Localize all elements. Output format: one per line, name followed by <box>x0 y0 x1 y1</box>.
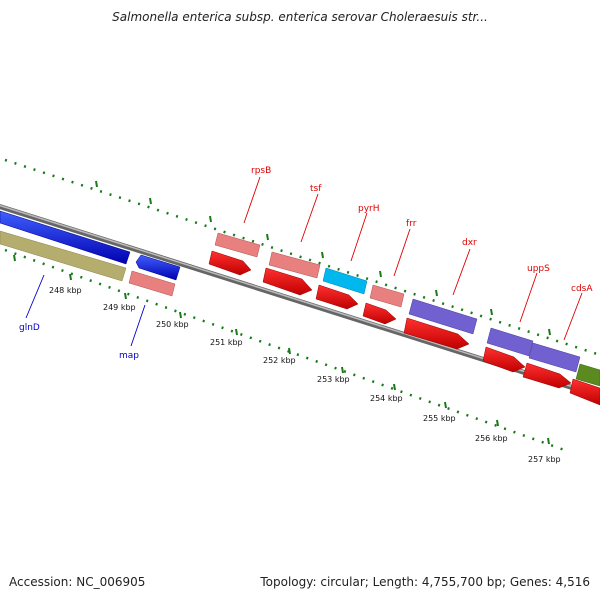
gene-labels: glnD map rpsB tsf pyrH frr dxr uppS cdsA <box>19 166 593 361</box>
dxr-cds-arrow[interactable] <box>403 317 470 350</box>
tick-label-252: 252 kbp <box>263 356 296 365</box>
tick-label-249: 249 kbp <box>103 303 136 312</box>
tick-label-254: 254 kbp <box>370 394 403 403</box>
gene-leader-lines <box>25 176 583 347</box>
tick-label-251: 251 kbp <box>210 338 243 347</box>
gene-label-map[interactable]: map <box>119 351 139 361</box>
dxr-purple-feature[interactable] <box>408 298 478 335</box>
tick-label-257: 257 kbp <box>528 455 561 464</box>
frr-pink-feature[interactable] <box>369 284 405 308</box>
gene-label-tsf[interactable]: tsf <box>310 184 322 194</box>
gene-label-dxr[interactable]: dxr <box>462 238 477 248</box>
tick-label-253: 253 kbp <box>317 375 350 384</box>
tick-label-250: 250 kbp <box>156 320 189 329</box>
tick-label-255: 255 kbp <box>423 414 456 423</box>
rpsB-pink-feature[interactable] <box>214 232 261 258</box>
gene-label-glnD[interactable]: glnD <box>19 323 40 333</box>
kbp-tick-labels: 248 kbp 249 kbp 250 kbp 251 kbp 252 kbp … <box>49 286 561 464</box>
glnD-khaki-feature[interactable] <box>0 230 127 282</box>
tick-label-256: 256 kbp <box>475 434 508 443</box>
gene-label-rpsB[interactable]: rpsB <box>251 166 271 176</box>
tsf-pink-feature[interactable] <box>268 251 321 279</box>
uppS-purple-feature-2[interactable] <box>528 342 581 373</box>
map-pink-feature[interactable] <box>128 270 176 297</box>
inner-major-ticks <box>13 254 550 445</box>
cdsA-olive-feature[interactable] <box>575 363 600 387</box>
map-feature[interactable] <box>135 254 181 281</box>
uppS-purple-feature-1[interactable] <box>486 327 534 357</box>
tick-label-248: 248 kbp <box>49 286 82 295</box>
accession-label: Accession: NC_006905 <box>9 575 146 589</box>
inner-tick-ring <box>4 248 571 454</box>
frr-cds-arrow[interactable] <box>362 302 397 325</box>
tsf-cds-arrow[interactable] <box>262 267 313 296</box>
gene-label-cdsA[interactable]: cdsA <box>571 284 593 294</box>
rpsB-cds-arrow[interactable] <box>208 250 252 276</box>
uppS-cds-arrow[interactable] <box>482 346 526 373</box>
pyrH-cyan-feature[interactable] <box>322 267 368 295</box>
glnD-feature[interactable] <box>0 210 131 265</box>
cdsA-cds-arrow-2[interactable] <box>569 378 600 406</box>
genome-title: Salmonella enterica subsp. enterica sero… <box>112 10 488 24</box>
outer-tick-ring <box>4 158 600 357</box>
pyrH-cds-arrow[interactable] <box>315 284 359 310</box>
gene-label-frr[interactable]: frr <box>406 219 417 229</box>
gene-label-pyrH[interactable]: pyrH <box>358 204 380 214</box>
genome-summary-label: Topology: circular; Length: 4,755,700 bp… <box>260 575 590 589</box>
gene-label-uppS[interactable]: uppS <box>527 264 550 274</box>
cdsA-cds-arrow-1[interactable] <box>522 362 572 389</box>
outer-major-ticks <box>95 180 551 336</box>
